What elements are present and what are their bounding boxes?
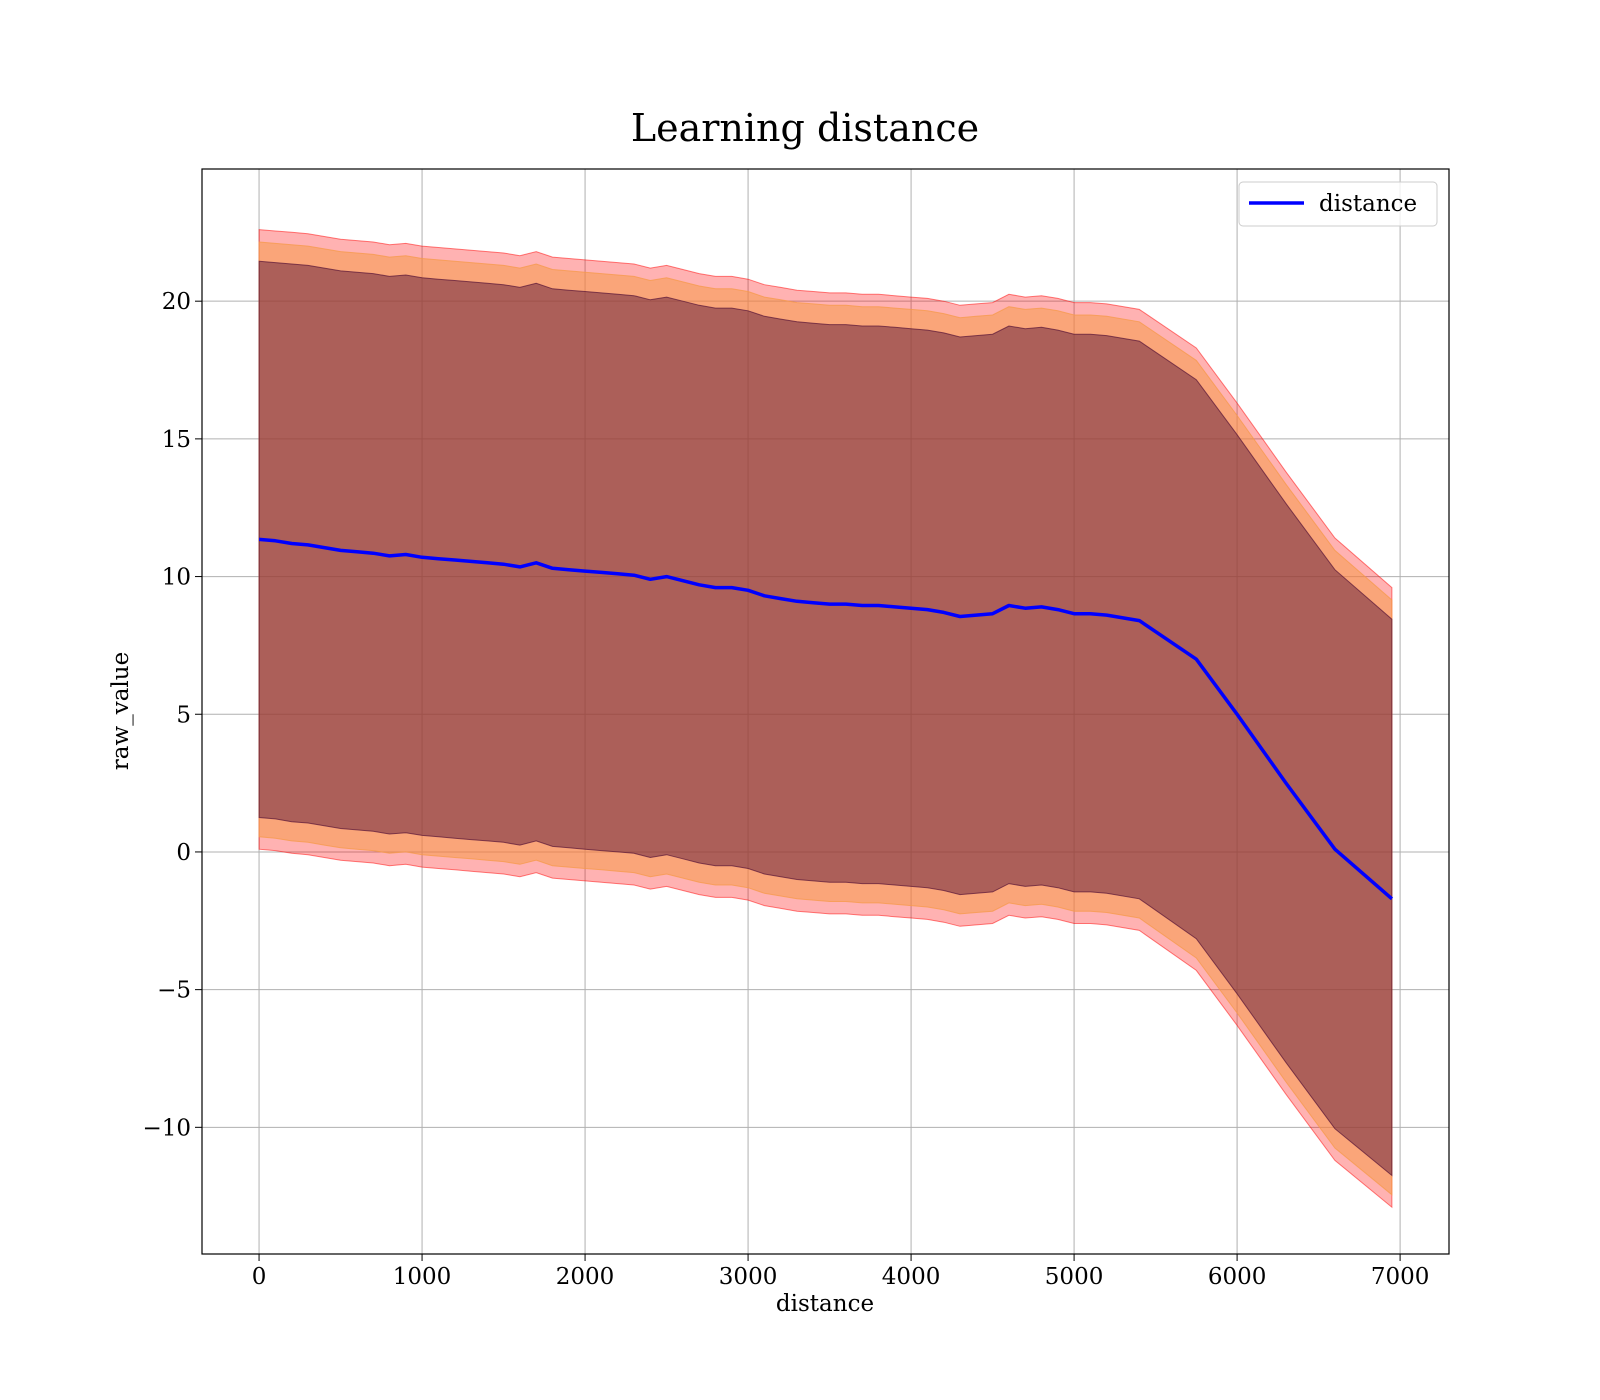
legend-box [1238,181,1438,227]
series-line-distance [258,537,1394,901]
plot-frame [201,168,1450,1255]
series-lines [258,537,1394,901]
y-axis-ticks: −10 −5 0 5 10 15 20 [142,289,202,1141]
band-inner [258,260,1393,1177]
y-tick-label: −5 [157,978,191,1004]
x-tick-label: 4000 [882,1264,941,1290]
y-axis-label: raw_value [108,652,134,770]
y-tick-label: 15 [162,427,191,453]
x-axis-ticks: 0 1000 2000 3000 4000 5000 6000 7000 [252,1254,1430,1290]
x-tick-label: 6000 [1208,1264,1267,1290]
x-tick-label: 0 [252,1264,267,1290]
x-tick-label: 1000 [393,1264,452,1290]
legend: distance [1238,181,1438,227]
x-tick-label: 7000 [1371,1264,1430,1290]
y-tick-label: 10 [162,565,191,591]
confidence-bands [258,229,1393,1209]
x-tick-label: 5000 [1045,1264,1104,1290]
y-tick-label: −10 [142,1115,191,1141]
y-tick-label: 5 [176,702,191,728]
y-tick-label: 20 [162,289,191,315]
y-tick-label: 0 [176,840,191,866]
chart-title: Learning distance [631,106,979,150]
band-middle [258,241,1393,1196]
legend-entry-distance: distance [1319,191,1417,217]
x-axis-label: distance [776,1291,874,1317]
x-tick-label: 2000 [556,1264,615,1290]
x-tick-label: 3000 [719,1264,778,1290]
